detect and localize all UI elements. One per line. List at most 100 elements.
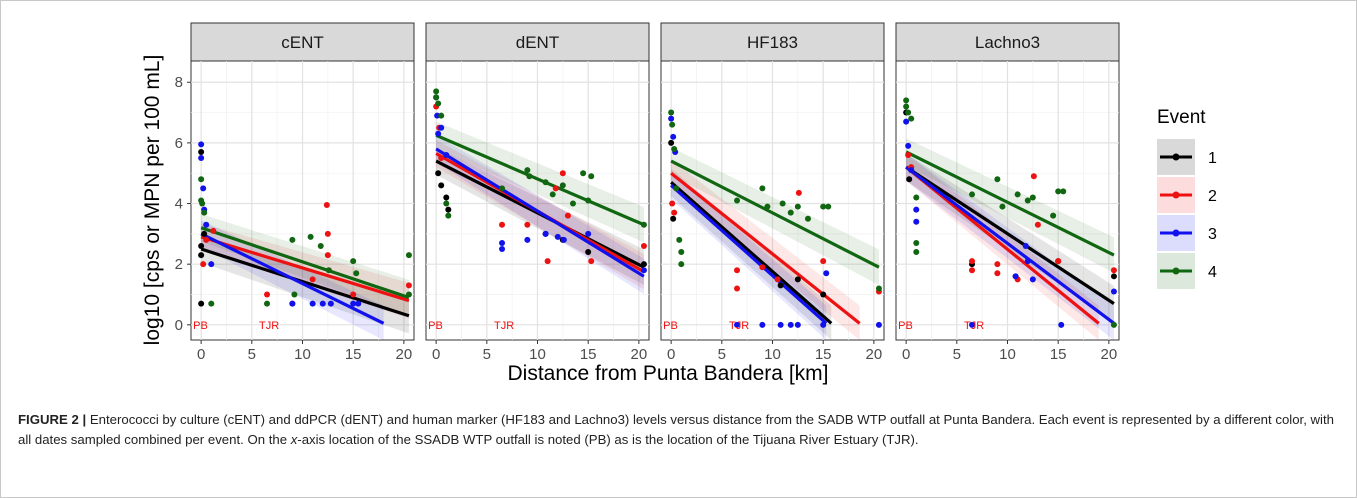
data-point-event-4 bbox=[994, 176, 1001, 183]
data-point-event-3 bbox=[905, 142, 912, 149]
data-point-event-4 bbox=[1014, 191, 1021, 198]
data-point-event-4 bbox=[759, 185, 766, 192]
data-point-event-3 bbox=[670, 133, 677, 140]
data-point-event-2 bbox=[544, 258, 551, 265]
data-point-event-2 bbox=[323, 202, 330, 209]
data-point-event-2 bbox=[405, 282, 412, 289]
regression-line-event-3 bbox=[200, 232, 385, 325]
data-point-event-1 bbox=[906, 176, 913, 183]
data-point-event-2 bbox=[734, 285, 741, 292]
data-point-event-2 bbox=[994, 261, 1001, 268]
x-tick-label: 15 bbox=[1050, 346, 1067, 363]
data-point-event-2 bbox=[524, 221, 531, 228]
y-axis-title: log10 [cps or MPN per 100 mL] bbox=[141, 55, 164, 346]
data-point-event-2 bbox=[200, 261, 207, 268]
data-point-event-2 bbox=[640, 242, 647, 249]
y-tick-label: 4 bbox=[175, 196, 183, 213]
facet-strip-dent bbox=[425, 22, 650, 62]
annotation-pb: PB bbox=[428, 320, 443, 332]
data-point-event-3 bbox=[203, 221, 210, 228]
data-point-event-4 bbox=[198, 176, 205, 183]
x-tick-label: 10 bbox=[294, 346, 311, 363]
data-point-event-1 bbox=[198, 252, 205, 259]
data-point-event-3 bbox=[350, 300, 357, 307]
x-tick-label: 0 bbox=[197, 346, 205, 363]
data-point-event-2 bbox=[905, 152, 912, 159]
data-point-event-3 bbox=[585, 230, 592, 237]
data-point-event-4 bbox=[569, 200, 576, 207]
data-point-event-4 bbox=[875, 285, 882, 292]
data-point-event-4 bbox=[405, 291, 412, 298]
y-tick-label: 2 bbox=[175, 256, 183, 273]
data-point-event-2 bbox=[588, 258, 595, 265]
data-point-event-4 bbox=[443, 200, 450, 207]
data-point-event-3 bbox=[542, 230, 549, 237]
data-point-event-3 bbox=[443, 152, 450, 159]
x-tick-label: 5 bbox=[718, 346, 726, 363]
data-point-event-4 bbox=[199, 200, 206, 207]
data-point-event-3 bbox=[289, 300, 296, 307]
data-point-event-4 bbox=[438, 112, 445, 119]
x-tick-label: 20 bbox=[631, 346, 648, 363]
data-point-event-3 bbox=[438, 124, 445, 131]
facet-strip-cent bbox=[190, 22, 415, 62]
x-tick-label: 15 bbox=[580, 346, 597, 363]
annotation-pb: PB bbox=[663, 320, 678, 332]
regression-line-event-4 bbox=[905, 150, 1115, 257]
data-point-event-4 bbox=[903, 103, 910, 110]
data-point-event-2 bbox=[324, 230, 331, 237]
data-point-event-4 bbox=[1024, 197, 1031, 204]
confidence-band-event-1 bbox=[906, 153, 1114, 322]
annotation-tjr: TJR bbox=[729, 320, 749, 332]
x-tick-label: 20 bbox=[866, 346, 883, 363]
legend-label-4: 4 bbox=[1208, 264, 1217, 281]
data-point-event-4 bbox=[905, 109, 912, 116]
data-point-event-3 bbox=[823, 270, 830, 277]
confidence-band-event-4 bbox=[671, 147, 879, 285]
data-point-event-4 bbox=[669, 121, 676, 128]
figure-caption: FIGURE 2 | Enterococci by culture (cENT)… bbox=[18, 410, 1343, 450]
data-point-event-3 bbox=[1024, 258, 1031, 265]
data-point-event-4 bbox=[1060, 188, 1067, 195]
data-point-event-4 bbox=[289, 236, 296, 243]
data-point-event-4 bbox=[671, 145, 678, 152]
confidence-band-event-4 bbox=[201, 214, 409, 316]
data-point-event-4 bbox=[825, 203, 832, 210]
legend-label-1: 1 bbox=[1208, 150, 1217, 167]
data-point-event-3 bbox=[435, 130, 442, 137]
regression-line-event-4 bbox=[200, 226, 410, 300]
data-point-event-4 bbox=[820, 203, 827, 210]
data-point-event-2 bbox=[203, 236, 210, 243]
data-point-event-4 bbox=[524, 167, 531, 174]
figure-label: FIGURE 2 | bbox=[18, 412, 87, 427]
x-tick-label: 5 bbox=[483, 346, 491, 363]
data-point-event-2 bbox=[1034, 221, 1041, 228]
data-point-event-4 bbox=[1050, 212, 1057, 219]
data-point-event-2 bbox=[350, 291, 357, 298]
data-point-event-1 bbox=[198, 148, 205, 155]
legend-key-point-3 bbox=[1172, 229, 1180, 237]
data-point-event-4 bbox=[353, 270, 360, 277]
data-point-event-4 bbox=[433, 88, 440, 95]
data-point-event-3 bbox=[524, 236, 531, 243]
data-point-event-3 bbox=[640, 267, 647, 274]
data-point-event-4 bbox=[445, 212, 452, 219]
data-point-event-4 bbox=[734, 197, 741, 204]
regression-line-event-2 bbox=[670, 171, 861, 325]
annotation-tjr: TJR bbox=[259, 320, 279, 332]
data-point-event-3 bbox=[787, 321, 794, 328]
data-point-event-3 bbox=[198, 155, 205, 162]
annotation-tjr: TJR bbox=[494, 320, 514, 332]
data-point-event-4 bbox=[676, 236, 683, 243]
data-point-event-4 bbox=[913, 239, 920, 246]
data-point-event-2 bbox=[795, 189, 802, 196]
data-point-event-4 bbox=[969, 191, 976, 198]
legend-key-point-2 bbox=[1172, 191, 1180, 199]
data-point-event-2 bbox=[1110, 267, 1117, 274]
data-point-event-2 bbox=[499, 221, 506, 228]
data-point-event-4 bbox=[999, 203, 1006, 210]
data-point-event-4 bbox=[1029, 194, 1036, 201]
data-point-event-2 bbox=[1030, 173, 1037, 180]
data-point-event-4 bbox=[307, 233, 314, 240]
y-tick-label: 6 bbox=[175, 135, 183, 152]
